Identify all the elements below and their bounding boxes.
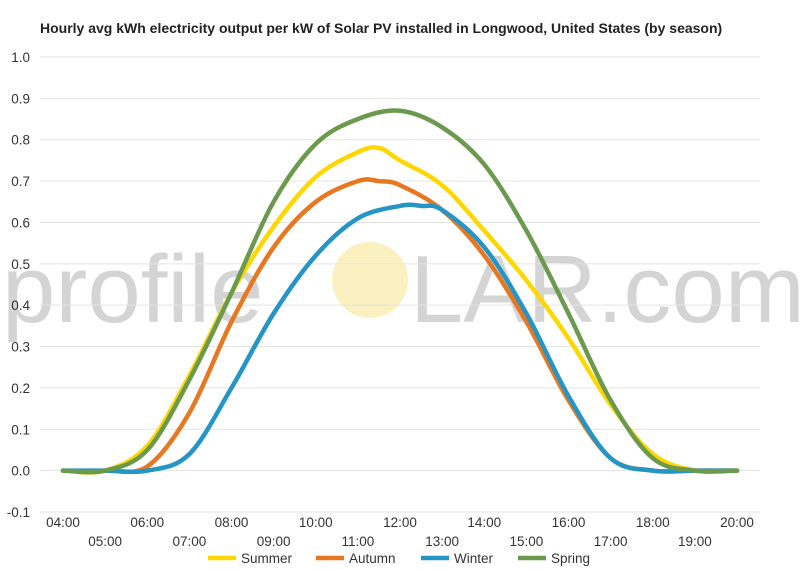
legend: Summer Autumn Winter Spring (208, 551, 590, 566)
watermark-text-left: profile (2, 236, 263, 343)
legend-item-spring: Spring (518, 551, 590, 566)
x-tick-label: 18:00 (636, 515, 670, 530)
y-tick-label: 0.1 (11, 422, 30, 437)
legend-label: Winter (454, 551, 494, 566)
x-tick-label: 12:00 (383, 515, 417, 530)
x-tick-label: 08:00 (215, 515, 249, 530)
x-tick-label: 15:00 (509, 534, 543, 549)
y-tick-label: 0.4 (11, 298, 30, 313)
y-tick-label: 1.0 (11, 50, 30, 65)
legend-label: Spring (551, 551, 590, 566)
y-tick-label: 0.3 (11, 340, 30, 355)
legend-label: Autumn (349, 551, 396, 566)
y-tick-label: 0.5 (11, 257, 30, 272)
x-tick-label: 04:00 (46, 515, 80, 530)
x-tick-label: 10:00 (299, 515, 333, 530)
y-tick-label: 0.7 (11, 174, 30, 189)
watermark-text-right: LAR.com (410, 236, 800, 343)
x-tick-label: 13:00 (425, 534, 459, 549)
y-tick-label: 0.9 (11, 91, 30, 106)
x-tick-label: 06:00 (130, 515, 164, 530)
x-axis-ticks: 04:00 05:00 06:00 07:00 08:00 09:00 10:00 11:00… (46, 515, 754, 549)
series-line-spring (60, 108, 740, 475)
x-tick-label: 05:00 (88, 534, 122, 549)
y-tick-label: -0.1 (7, 505, 30, 520)
x-tick-label: 19:00 (678, 534, 712, 549)
x-tick-label: 11:00 (341, 534, 374, 549)
y-tick-label: 0.2 (11, 381, 30, 396)
x-tick-label: 17:00 (594, 534, 628, 549)
y-axis-ticks: -0.1 0.0 0.1 0.2 0.3 0.4 0.5 0.6 0.7 0.8 0.9 1.0 (7, 50, 31, 520)
y-tick-label: 0.0 (11, 464, 30, 479)
legend-item-autumn: Autumn (316, 551, 396, 566)
y-tick-label: 0.8 (11, 133, 30, 148)
watermark-sun-icon (332, 242, 408, 318)
legend-item-summer: Summer (208, 551, 293, 566)
x-tick-label: 16:00 (552, 515, 586, 530)
x-tick-label: 09:00 (257, 534, 291, 549)
x-tick-label: 07:00 (172, 534, 206, 549)
x-tick-label: 20:00 (720, 515, 754, 530)
series-lines (60, 108, 740, 475)
y-tick-label: 0.6 (11, 215, 30, 230)
series-line-winter (60, 202, 740, 475)
chart-title: Hourly avg kWh electricity output per kW… (40, 20, 722, 36)
legend-label: Summer (241, 551, 293, 566)
legend-item-winter: Winter (421, 551, 494, 566)
x-tick-label: 14:00 (467, 515, 501, 530)
watermark: profile LAR.com (2, 236, 800, 343)
